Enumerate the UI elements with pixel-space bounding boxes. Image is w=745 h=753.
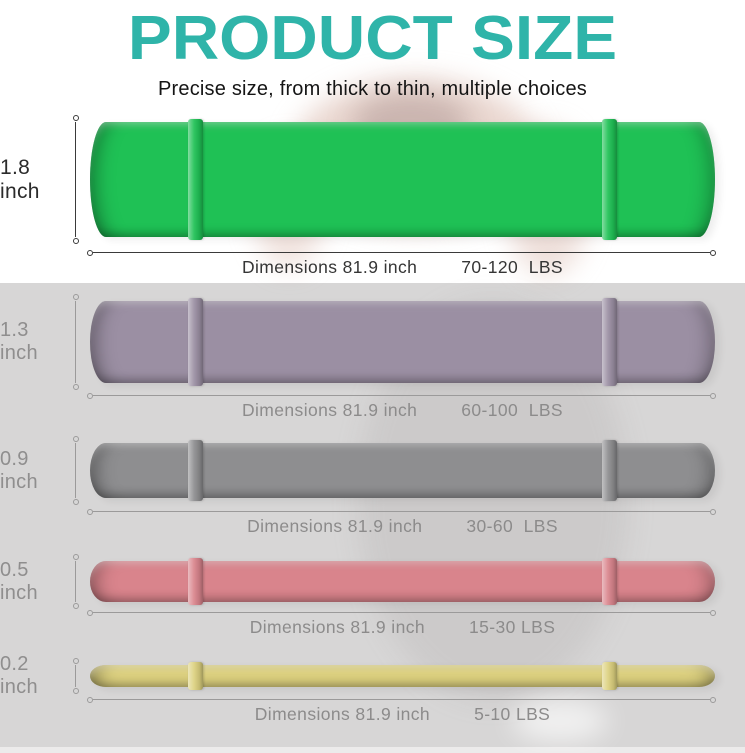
dimension-caption: Dimensions 81.9 inch 5-10 LBS: [90, 704, 715, 725]
thickness-label: 1.3 inch: [0, 319, 38, 364]
thickness-measure-line: [73, 658, 79, 694]
band-fold-left: [188, 558, 203, 605]
thickness-label: 0.9 inch: [0, 447, 38, 493]
length-measure-line: [87, 393, 716, 399]
thickness-measure-line: [73, 436, 79, 505]
page-subtitle: Precise size, from thick to thin, multip…: [157, 78, 588, 100]
weight-range-label: 70-120 LBS: [461, 257, 563, 277]
length-measure-line: [87, 610, 716, 616]
band-fold-right: [602, 119, 617, 240]
band-fold-left: [188, 119, 203, 240]
length-measure-line: [87, 697, 716, 703]
band-fold-left: [188, 298, 203, 386]
page-title: PRODUCT SIZE: [127, 4, 618, 73]
band-fold-right: [602, 440, 617, 501]
bottom-strip: [0, 747, 745, 753]
dimension-caption: Dimensions 81.9 inch 15-30 LBS: [90, 617, 715, 638]
dimension-label: Dimensions 81.9 inch: [249, 617, 425, 637]
dimension-label: Dimensions 81.9 inch: [241, 400, 418, 420]
thickness-label: 0.2 inch: [0, 653, 66, 698]
length-measure-line: [87, 250, 716, 256]
dimension-caption: Dimensions 81.9 inch 60-100 LBS: [90, 400, 715, 421]
weight-range-label: 60-100 LBS: [461, 400, 563, 420]
band-fold-right: [602, 662, 617, 690]
length-measure-line: [87, 509, 716, 515]
resistance-band-red: [90, 558, 715, 605]
band-fold-right: [602, 558, 617, 605]
weight-range-label: 5-10 LBS: [474, 704, 551, 724]
band-fold-left: [188, 662, 203, 690]
resistance-band-yellow: [90, 662, 715, 690]
resistance-band-green: [90, 119, 715, 240]
thickness-label: 1.8 inch: [0, 155, 40, 203]
weight-range-label: 15-30 LBS: [469, 617, 556, 637]
dimension-caption: Dimensions 81.9 inch 70-120 LBS: [90, 257, 715, 278]
dimension-caption: Dimensions 81.9 inch 30-60 LBS: [90, 516, 715, 537]
thickness-measure-line: [73, 115, 79, 244]
dimension-label: Dimensions 81.9 inch: [247, 516, 423, 536]
band-fold-left: [188, 440, 203, 501]
dimension-label: Dimensions 81.9 inch: [241, 257, 418, 277]
resistance-band-purple: [90, 298, 715, 386]
weight-range-label: 30-60 LBS: [466, 516, 558, 536]
thickness-measure-line: [73, 554, 79, 609]
dimension-label: Dimensions 81.9 inch: [254, 704, 431, 724]
band-fold-right: [602, 298, 617, 386]
header: PRODUCT SIZE Precise size, from thick to…: [0, 0, 745, 101]
thickness-label: 0.5 inch: [0, 558, 38, 604]
resistance-band-gray: [90, 440, 715, 501]
thickness-measure-line: [73, 294, 79, 390]
